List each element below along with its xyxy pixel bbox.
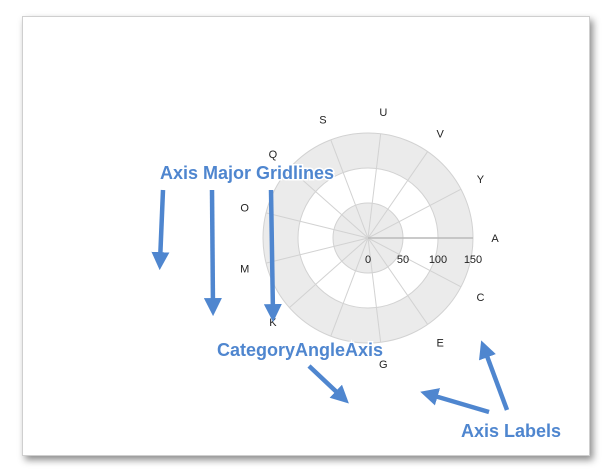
axis-label-O: O [240, 203, 249, 215]
radial-tick-150: 150 [464, 254, 482, 266]
arrow-gridline-inner [263, 189, 282, 323]
arrow-category-axis [307, 364, 349, 404]
axis-label-A: A [491, 233, 499, 245]
axis-label-K: K [269, 317, 277, 329]
axis-label-Y: Y [477, 174, 485, 186]
axis-label-E: E [436, 338, 443, 350]
spoke-S [330, 139, 369, 239]
axis-label-V: V [436, 128, 444, 140]
axis-label-S: S [319, 114, 326, 126]
spoke-Y [367, 188, 462, 239]
callout-arrows [151, 189, 510, 415]
axis-label-U: U [379, 107, 387, 119]
spoke-K [289, 237, 369, 309]
axis-label-M: M [240, 263, 249, 275]
radial-tick-0: 0 [365, 254, 371, 266]
callout-category-angle-axis: CategoryAngleAxis [217, 340, 383, 360]
category-axis-labels: A C E G I K M O Q S U V Y [240, 107, 499, 371]
axis-label-C: C [476, 292, 484, 304]
arrow-axis-label-e [420, 388, 490, 415]
callout-axis-major-gridlines: Axis Major Gridlines [160, 163, 334, 183]
spoke-M [265, 237, 369, 264]
spoke-C [367, 237, 462, 288]
spoke-U [367, 133, 382, 239]
spoke-O [265, 212, 369, 239]
spoke-I [330, 237, 369, 337]
arrow-axis-label-c [479, 340, 510, 411]
axis-label-G: G [379, 359, 388, 371]
spoke-E [367, 237, 429, 325]
arrow-gridline-outer [151, 189, 170, 271]
spoke-Q [289, 167, 369, 239]
spoke-G [367, 237, 382, 343]
axis-label-I: I [321, 352, 324, 364]
radial-tick-50: 50 [397, 254, 409, 266]
spoke-V [367, 151, 429, 239]
radial-tick-labels: 0 50 100 150 [365, 254, 482, 266]
radial-tick-100: 100 [429, 254, 447, 266]
callout-axis-labels: Axis Labels [461, 421, 561, 441]
arrow-gridline-middle [203, 189, 222, 317]
axis-label-Q: Q [269, 149, 278, 161]
